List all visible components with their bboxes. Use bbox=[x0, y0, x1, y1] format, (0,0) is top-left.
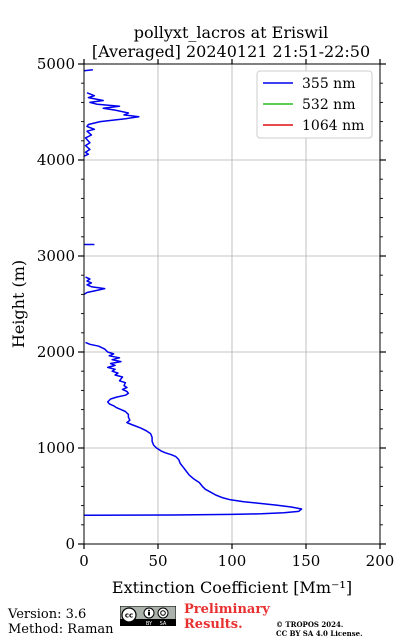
x-tick-label-2: 100 bbox=[218, 552, 247, 570]
series-line-0-segment-1 bbox=[83, 276, 106, 296]
y-axis-label: Height (m) bbox=[9, 260, 28, 348]
y-tick-label-3: 3000 bbox=[37, 247, 75, 265]
legend-label-355: 355 nm bbox=[302, 76, 355, 92]
preliminary-notice-line2: Results. bbox=[184, 617, 243, 632]
cc-by-sa-license-icon: cc BY SA bbox=[120, 606, 176, 626]
x-axis-label: Extinction Coefficient [Mm⁻¹] bbox=[112, 578, 352, 597]
x-tick-label-1: 50 bbox=[148, 552, 167, 570]
x-tick-label-0: 0 bbox=[79, 552, 89, 570]
y-tick-label-4: 4000 bbox=[37, 151, 75, 169]
y-tick-label-2: 2000 bbox=[37, 343, 75, 361]
copyright-line1: © TROPOS 2024. bbox=[276, 620, 344, 629]
series-line-0-segment-3 bbox=[83, 92, 140, 157]
series-line-0-segment-0 bbox=[83, 341, 303, 516]
x-tick-label-4: 200 bbox=[366, 552, 395, 570]
method-text: Method: Raman bbox=[8, 622, 114, 637]
extinction-profile-chart: pollyxt_lacros at Eriswil [Averaged] 202… bbox=[9, 23, 395, 597]
preliminary-notice-line1: Preliminary bbox=[184, 602, 270, 617]
y-tick-label-5: 5000 bbox=[37, 55, 75, 73]
legend: 355 nm 532 nm 1064 nm bbox=[256, 70, 373, 139]
legend-box bbox=[256, 70, 373, 139]
y-tick-label-0: 0 bbox=[65, 535, 75, 553]
series-lines bbox=[83, 69, 303, 516]
sa-label: SA bbox=[160, 621, 167, 626]
legend-label-532: 532 nm bbox=[302, 97, 355, 113]
cc-label: cc bbox=[125, 612, 133, 620]
by-label: BY bbox=[146, 621, 153, 626]
copyright-line2: CC BY SA 4.0 License. bbox=[276, 629, 363, 638]
legend-label-1064: 1064 nm bbox=[302, 118, 364, 134]
chart-title-line1: pollyxt_lacros at Eriswil bbox=[134, 23, 328, 42]
x-tick-label-3: 150 bbox=[292, 552, 321, 570]
y-tick-label-1: 1000 bbox=[37, 439, 75, 457]
version-text: Version: 3.6 bbox=[8, 607, 87, 622]
chart-title-line2: [Averaged] 20240121 21:51-22:50 bbox=[92, 42, 370, 61]
series-line-0-segment-4 bbox=[83, 69, 93, 72]
